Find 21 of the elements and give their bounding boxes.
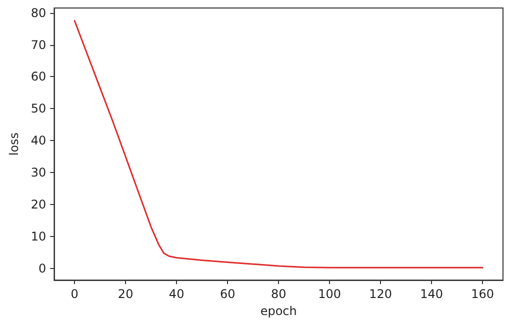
x-tick-label: 140 bbox=[420, 287, 444, 302]
y-tick-label: 80 bbox=[30, 6, 46, 20]
y-tick-label: 0 bbox=[38, 262, 46, 276]
y-tick-label: 40 bbox=[30, 134, 46, 148]
x-axis-title: epoch bbox=[260, 304, 297, 318]
line-series bbox=[74, 20, 484, 268]
x-tick-label: 60 bbox=[220, 287, 236, 302]
x-tick-label: 20 bbox=[118, 287, 134, 302]
y-tick-label: 20 bbox=[30, 198, 46, 212]
x-tick-label: 40 bbox=[168, 287, 184, 302]
x-tick-label: 0 bbox=[70, 287, 78, 302]
y-axis-title: loss bbox=[7, 132, 21, 156]
y-tick-label: 50 bbox=[30, 102, 46, 116]
y-tick-label: 70 bbox=[30, 38, 46, 52]
y-tick-label: 60 bbox=[30, 70, 46, 84]
x-tick-label: 160 bbox=[471, 287, 494, 302]
x-tick-label: 120 bbox=[369, 287, 392, 302]
y-tick-label: 30 bbox=[30, 166, 46, 180]
x-tick-label: 80 bbox=[270, 287, 286, 302]
y-tick-label: 10 bbox=[30, 230, 46, 244]
x-tick-label: 100 bbox=[318, 287, 342, 302]
